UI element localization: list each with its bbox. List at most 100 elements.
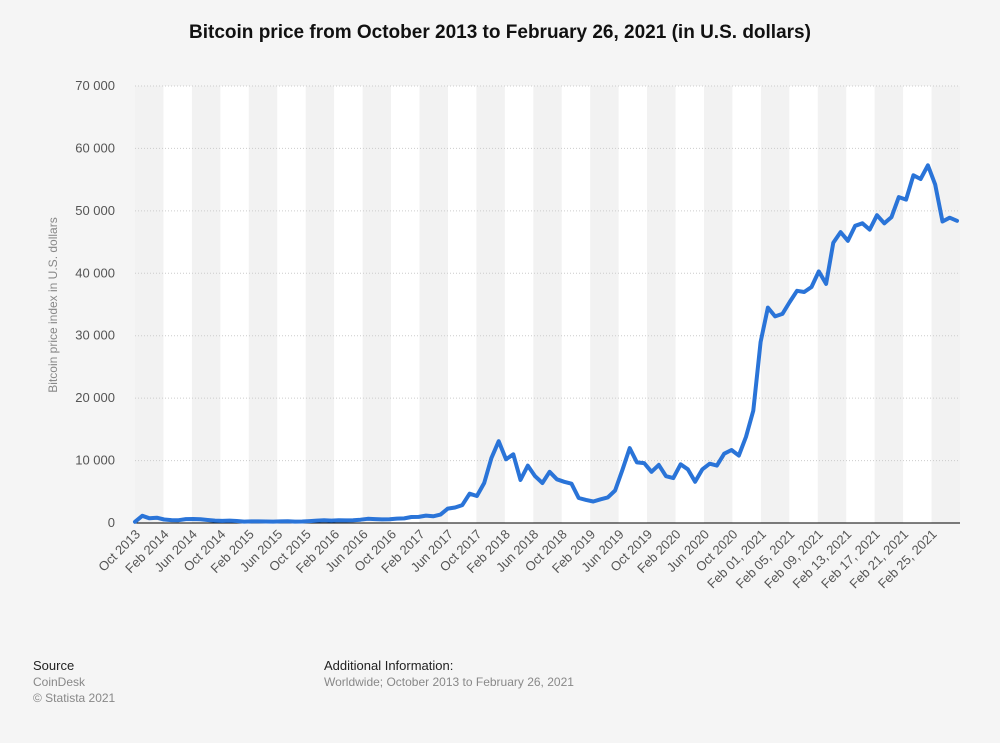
data-point <box>839 230 843 234</box>
data-point <box>882 221 886 225</box>
plot-background <box>135 86 960 523</box>
data-point <box>169 518 173 522</box>
data-point <box>380 517 384 521</box>
data-point <box>249 519 253 523</box>
data-point <box>577 496 581 500</box>
data-point <box>671 476 675 480</box>
y-tick-label: 70 000 <box>75 78 115 93</box>
plot-band <box>334 86 363 523</box>
data-point <box>293 520 297 524</box>
data-point <box>802 290 806 294</box>
data-point <box>948 216 952 220</box>
data-point <box>395 517 399 521</box>
data-point <box>540 481 544 485</box>
plot-band <box>903 86 932 523</box>
plot-band <box>846 86 875 523</box>
copyright-text: © Statista 2021 <box>33 691 116 705</box>
data-point <box>431 514 435 518</box>
data-point <box>788 300 792 304</box>
data-point <box>351 518 355 522</box>
y-tick-label: 50 000 <box>75 203 115 218</box>
plot-band <box>220 86 249 523</box>
data-point <box>373 517 377 521</box>
data-point <box>213 519 217 523</box>
data-point <box>177 518 181 522</box>
data-point <box>482 481 486 485</box>
data-point <box>489 456 493 460</box>
plot-band <box>732 86 761 523</box>
data-point <box>439 513 442 517</box>
plot-band <box>447 86 477 523</box>
data-point <box>409 515 413 519</box>
data-point <box>620 468 624 472</box>
additional-info-block: Additional Information: Worldwide; Octob… <box>324 658 574 690</box>
data-point <box>359 518 362 522</box>
data-point <box>897 195 901 199</box>
data-point <box>635 460 639 464</box>
data-point <box>599 497 603 501</box>
data-point <box>650 470 653 474</box>
y-tick-label: 60 000 <box>75 140 115 155</box>
data-point <box>875 213 879 217</box>
y-axis-label: Bitcoin price index in U.S. dollars <box>46 217 60 392</box>
plot-band <box>163 86 192 523</box>
data-point <box>220 519 224 523</box>
data-point <box>140 514 144 518</box>
data-point <box>264 520 268 523</box>
data-point <box>679 462 683 466</box>
data-point <box>344 518 348 522</box>
data-point <box>548 470 552 474</box>
source-block: Source CoinDesk © Statista 2021 <box>33 658 115 706</box>
data-point <box>271 520 275 524</box>
data-point <box>511 452 515 456</box>
data-point <box>773 314 777 318</box>
data-point <box>722 452 726 456</box>
data-point <box>817 269 821 273</box>
y-tick-label: 10 000 <box>75 453 115 468</box>
data-point <box>162 518 166 521</box>
data-point <box>315 519 319 523</box>
data-point <box>468 492 472 496</box>
data-point <box>235 519 239 523</box>
data-point <box>497 439 501 443</box>
data-point <box>715 464 719 468</box>
data-point <box>890 215 893 219</box>
plot-band <box>504 86 534 523</box>
data-point <box>228 519 232 523</box>
plot-band <box>789 86 818 523</box>
data-point <box>591 500 595 503</box>
data-point <box>795 289 799 293</box>
data-point <box>941 220 944 223</box>
data-point <box>708 462 712 466</box>
data-point <box>148 516 151 520</box>
plot-band <box>391 86 420 523</box>
plot-band <box>561 86 591 523</box>
data-point <box>337 518 341 522</box>
data-point <box>206 518 210 522</box>
data-point <box>904 198 908 202</box>
chart-title: Bitcoin price from October 2013 to Febru… <box>189 22 811 43</box>
data-point <box>730 448 733 452</box>
data-point <box>700 467 704 471</box>
data-point <box>366 517 370 521</box>
data-point <box>853 224 857 228</box>
plot-bands <box>135 86 960 523</box>
data-point <box>417 515 421 519</box>
data-point <box>562 480 566 484</box>
data-point <box>759 340 763 344</box>
data-point <box>286 519 290 523</box>
data-point <box>780 312 784 316</box>
data-point <box>257 519 261 523</box>
data-point <box>584 498 588 502</box>
data-point <box>737 454 741 458</box>
data-point <box>504 457 508 461</box>
data-point <box>329 519 333 523</box>
data-point <box>686 467 690 471</box>
data-point <box>402 516 406 520</box>
data-point <box>191 517 195 521</box>
data-point <box>693 480 697 484</box>
data-point <box>460 503 464 507</box>
additional-info-text: Worldwide; October 2013 to February 26, … <box>324 675 574 689</box>
data-point <box>744 435 748 439</box>
